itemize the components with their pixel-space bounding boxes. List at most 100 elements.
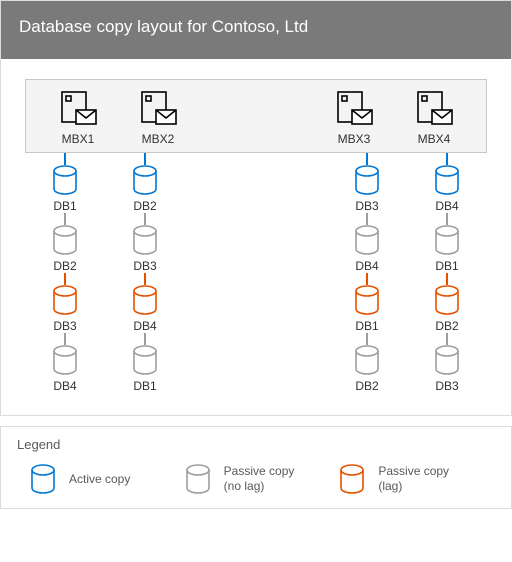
connector-line (144, 333, 146, 345)
db-label: DB4 (355, 259, 378, 273)
db-copy: DB1 (353, 273, 381, 333)
database-icon (51, 345, 79, 375)
server-label: MBX3 (338, 132, 371, 146)
server-mbx1: MBX1 (38, 90, 118, 146)
server-icon (136, 90, 180, 128)
legend-row: Active copy Passive copy (no lag) Passiv… (17, 464, 495, 494)
db-copy: DB4 (51, 333, 79, 393)
db-label: DB1 (53, 199, 76, 213)
db-label: DB2 (355, 379, 378, 393)
db-copy: DB3 (131, 213, 159, 273)
legend-label: Passive copy (lag) (378, 464, 449, 494)
db-label: DB3 (355, 199, 378, 213)
connector-line (366, 153, 368, 165)
connector-line (144, 273, 146, 285)
server-icon (332, 90, 376, 128)
db-column: DB2 DB3 DB4 DB1 (105, 153, 185, 393)
db-copy: DB3 (353, 153, 381, 213)
database-icon (131, 225, 159, 255)
db-label: DB3 (53, 319, 76, 333)
connector-line (144, 153, 146, 165)
database-icon (131, 165, 159, 195)
server-icon (412, 90, 456, 128)
connector-line (366, 273, 368, 285)
db-label: DB3 (435, 379, 458, 393)
db-label: DB4 (435, 199, 458, 213)
database-icon (184, 464, 212, 494)
connector-line (64, 333, 66, 345)
database-grid: DB1 DB2 DB3 DB4 DB2 DB3 DB4 DB1 (25, 153, 487, 393)
db-column: DB3 DB4 DB1 DB2 (327, 153, 407, 393)
db-label: DB4 (53, 379, 76, 393)
database-icon (353, 165, 381, 195)
server-label: MBX2 (142, 132, 175, 146)
connector-line (144, 213, 146, 225)
diagram-frame: Database copy layout for Contoso, Ltd MB… (0, 0, 512, 416)
db-label: DB1 (355, 319, 378, 333)
db-copy: DB4 (131, 273, 159, 333)
connector-line (64, 273, 66, 285)
server-label: MBX4 (418, 132, 451, 146)
database-icon (433, 345, 461, 375)
db-group-gap (185, 153, 327, 393)
connector-line (446, 213, 448, 225)
server-icon (56, 90, 100, 128)
connector-line (446, 333, 448, 345)
connector-line (446, 273, 448, 285)
connector-line (64, 213, 66, 225)
diagram-content: MBX1 MBX2 MBX3 MBX4 DB1 DB2 (1, 59, 511, 415)
legend-label: Passive copy (no lag) (224, 464, 295, 494)
db-copy: DB3 (51, 273, 79, 333)
legend-box: Legend Active copy Passive copy (no lag)… (0, 426, 512, 509)
db-column: DB4 DB1 DB2 DB3 (407, 153, 487, 393)
db-copy: DB1 (131, 333, 159, 393)
database-icon (51, 225, 79, 255)
db-copy: DB1 (51, 153, 79, 213)
db-column: DB1 DB2 DB3 DB4 (25, 153, 105, 393)
db-copy: DB4 (353, 213, 381, 273)
database-icon (353, 225, 381, 255)
database-icon (433, 285, 461, 315)
db-copy: DB2 (433, 273, 461, 333)
db-label: DB1 (435, 259, 458, 273)
page-title: Database copy layout for Contoso, Ltd (19, 17, 308, 36)
connector-line (366, 213, 368, 225)
connector-line (446, 153, 448, 165)
legend-item: Passive copy (lag) (338, 464, 483, 494)
db-label: DB1 (133, 379, 156, 393)
database-icon (51, 285, 79, 315)
database-icon (131, 285, 159, 315)
legend-title: Legend (17, 437, 495, 452)
server-group-gap (198, 90, 314, 146)
db-copy: DB3 (433, 333, 461, 393)
server-mbx3: MBX3 (314, 90, 394, 146)
connector-line (366, 333, 368, 345)
server-row: MBX1 MBX2 MBX3 MBX4 (25, 79, 487, 153)
db-label: DB4 (133, 319, 156, 333)
connector-line (64, 153, 66, 165)
legend-label: Active copy (69, 472, 130, 487)
db-label: DB2 (133, 199, 156, 213)
database-icon (353, 285, 381, 315)
database-icon (433, 165, 461, 195)
database-icon (353, 345, 381, 375)
database-icon (51, 165, 79, 195)
legend-item: Active copy (29, 464, 174, 494)
server-mbx2: MBX2 (118, 90, 198, 146)
server-label: MBX1 (62, 132, 95, 146)
db-copy: DB2 (353, 333, 381, 393)
db-label: DB2 (53, 259, 76, 273)
database-icon (131, 345, 159, 375)
database-icon (29, 464, 57, 494)
db-copy: DB1 (433, 213, 461, 273)
db-copy: DB4 (433, 153, 461, 213)
legend-item: Passive copy (no lag) (184, 464, 329, 494)
database-icon (338, 464, 366, 494)
db-label: DB3 (133, 259, 156, 273)
db-copy: DB2 (131, 153, 159, 213)
database-icon (433, 225, 461, 255)
title-bar: Database copy layout for Contoso, Ltd (1, 1, 511, 59)
db-copy: DB2 (51, 213, 79, 273)
server-mbx4: MBX4 (394, 90, 474, 146)
db-label: DB2 (435, 319, 458, 333)
